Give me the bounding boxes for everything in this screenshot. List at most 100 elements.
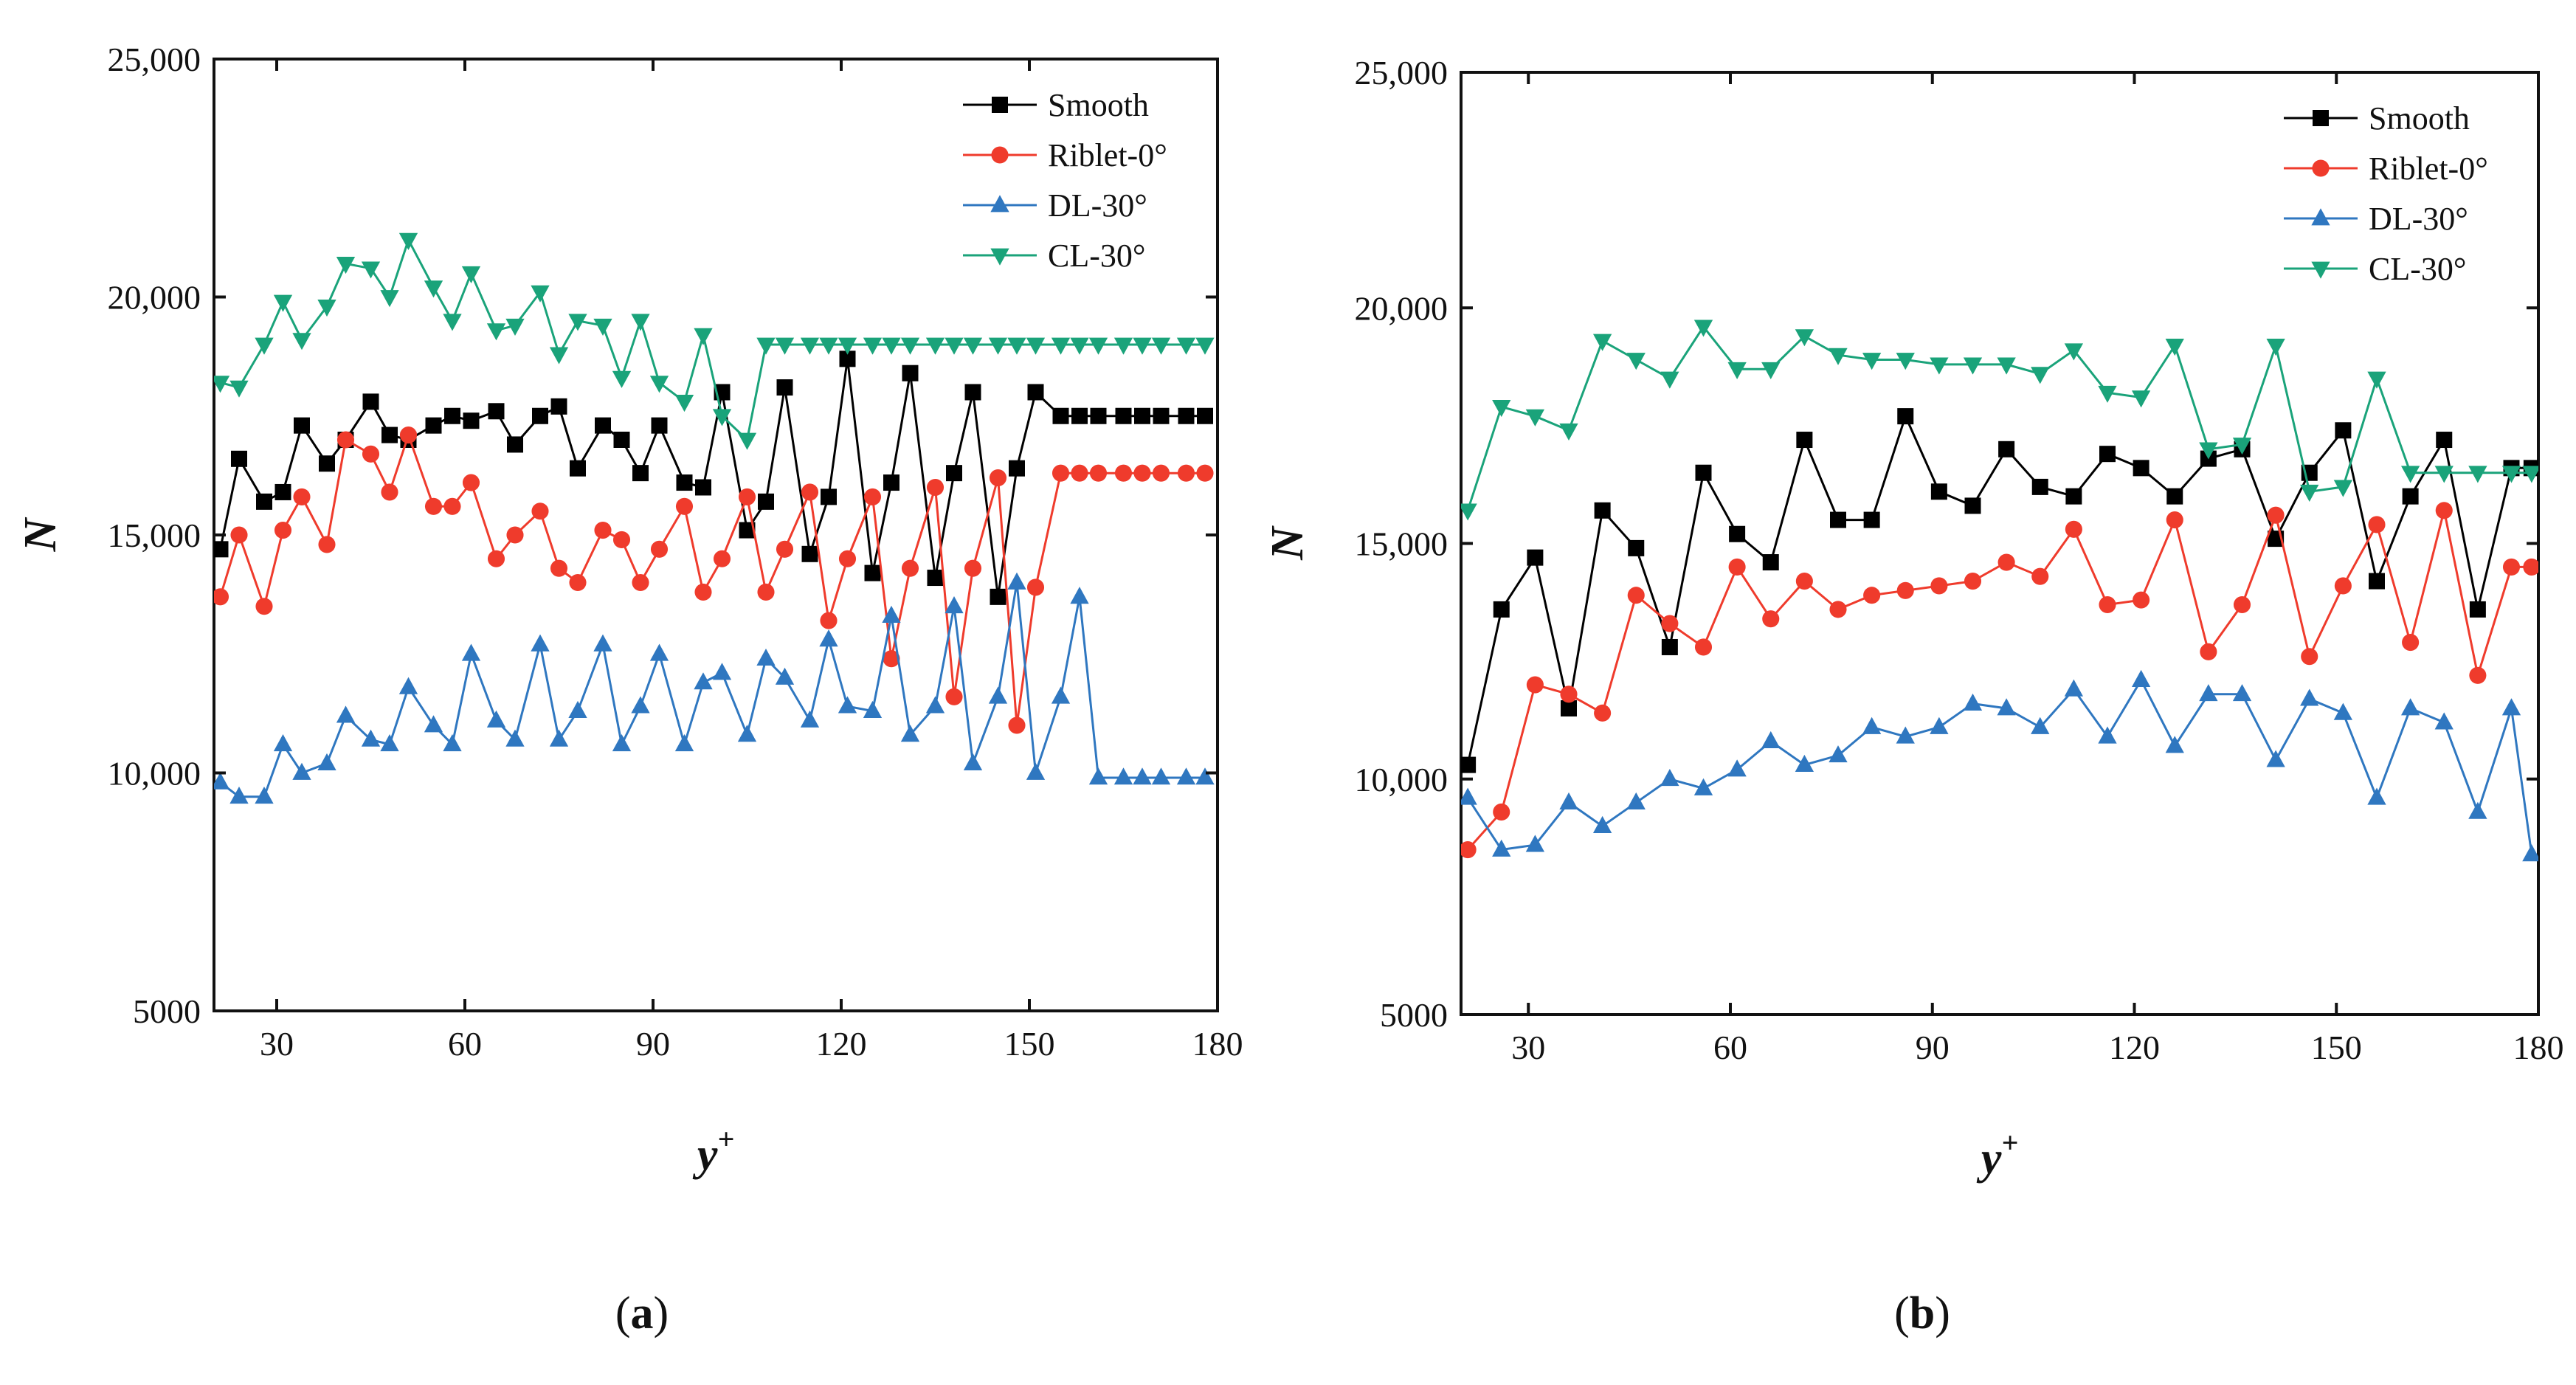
data-point: [2031, 716, 2050, 734]
data-point: [1089, 464, 1108, 482]
data-point: [2098, 385, 2117, 403]
data-point: [1896, 353, 1915, 370]
data-point: [532, 407, 548, 424]
data-point: [2335, 422, 2352, 439]
data-point: [593, 634, 612, 652]
data-point: [964, 559, 982, 577]
data-point: [1729, 525, 1746, 542]
data-point: [1930, 716, 1949, 734]
data-point: [739, 522, 756, 539]
data-point: [756, 648, 776, 666]
data-point: [1113, 767, 1133, 785]
series-line: [1466, 325, 2532, 511]
data-point: [694, 672, 713, 690]
data-point: [902, 365, 919, 381]
data-point: [1863, 511, 1880, 528]
data-point: [214, 541, 229, 558]
data-point: [317, 753, 336, 770]
data-point: [1694, 638, 1713, 656]
data-point: [2131, 390, 2151, 408]
data-point: [651, 417, 668, 434]
data-point: [2165, 736, 2184, 753]
data-point: [1026, 762, 1046, 780]
data-point: [2522, 844, 2538, 862]
data-point: [319, 455, 335, 472]
x-axis-title: y+: [1976, 1126, 2018, 1184]
data-point: [505, 729, 525, 747]
data-point: [2502, 558, 2521, 576]
panel-label: (b): [1894, 1288, 1950, 1339]
data-point: [1133, 767, 1152, 785]
data-point: [381, 483, 398, 501]
data-point: [1829, 745, 1848, 763]
data-point: [2402, 488, 2419, 505]
data-point: [1088, 767, 1108, 785]
data-point: [1071, 464, 1088, 482]
data-point: [1525, 409, 1545, 426]
data-point: [883, 650, 900, 668]
data-point: [737, 432, 757, 450]
plot-marks: [214, 232, 1215, 804]
data-point: [1594, 704, 1612, 722]
data-point: [2434, 466, 2454, 483]
data-point: [398, 232, 418, 250]
data-point: [318, 536, 336, 553]
data-point: [1461, 756, 1477, 773]
data-point: [214, 772, 230, 790]
data-point: [819, 629, 838, 647]
data-point: [531, 634, 550, 652]
data-point: [1930, 357, 1949, 375]
data-point: [1660, 769, 1679, 787]
data-point: [1997, 553, 2015, 571]
data-point: [2064, 679, 2084, 697]
data-point: [1594, 502, 1611, 519]
data-point: [925, 337, 945, 355]
legend: Smooth Riblet-0° DL-30° CL-30°: [2284, 100, 2488, 287]
data-point: [398, 677, 418, 694]
data-point: [1114, 464, 1133, 482]
data-point: [292, 762, 311, 780]
x-tick-label: 150: [2311, 1029, 2362, 1066]
data-point: [1626, 353, 1646, 370]
data-point: [231, 450, 247, 467]
data-point: [486, 323, 506, 341]
y-axis-title: N: [1263, 525, 1313, 561]
data-point: [674, 395, 694, 412]
data-point: [1027, 384, 1044, 401]
data-point: [1661, 615, 1679, 632]
data-point: [531, 285, 550, 303]
data-point: [2301, 648, 2318, 666]
data-point: [945, 337, 964, 355]
legend-item: Riblet-0°: [2284, 151, 2488, 187]
data-point: [839, 350, 856, 367]
data-point: [1963, 357, 1983, 375]
data-point: [2501, 698, 2521, 716]
data-point: [1727, 759, 1747, 777]
legend-item: DL-30°: [2284, 201, 2468, 237]
data-point: [595, 417, 611, 434]
data-point: [2523, 558, 2538, 576]
data-point: [838, 696, 857, 714]
data-point: [549, 347, 569, 365]
data-point: [927, 570, 944, 587]
x-tick-label: 30: [1511, 1029, 1545, 1066]
data-point: [1493, 601, 1510, 618]
data-point: [1151, 337, 1171, 355]
data-point: [1964, 497, 1981, 514]
data-point: [1133, 337, 1152, 355]
data-point: [1051, 337, 1071, 355]
data-point: [1088, 337, 1108, 355]
legend-label: CL-30°: [2369, 251, 2466, 287]
data-point: [775, 667, 795, 685]
y-tick-label: 25,000: [108, 41, 201, 78]
data-point: [444, 407, 460, 424]
data-point: [2300, 688, 2319, 706]
data-point: [273, 734, 293, 752]
data-point: [1560, 685, 1578, 703]
data-point: [381, 426, 398, 443]
data-point: [801, 483, 819, 501]
x-tick-label: 30: [260, 1025, 294, 1063]
data-point: [1693, 778, 1713, 795]
data-point: [1695, 464, 1712, 481]
data-point: [2131, 669, 2151, 688]
